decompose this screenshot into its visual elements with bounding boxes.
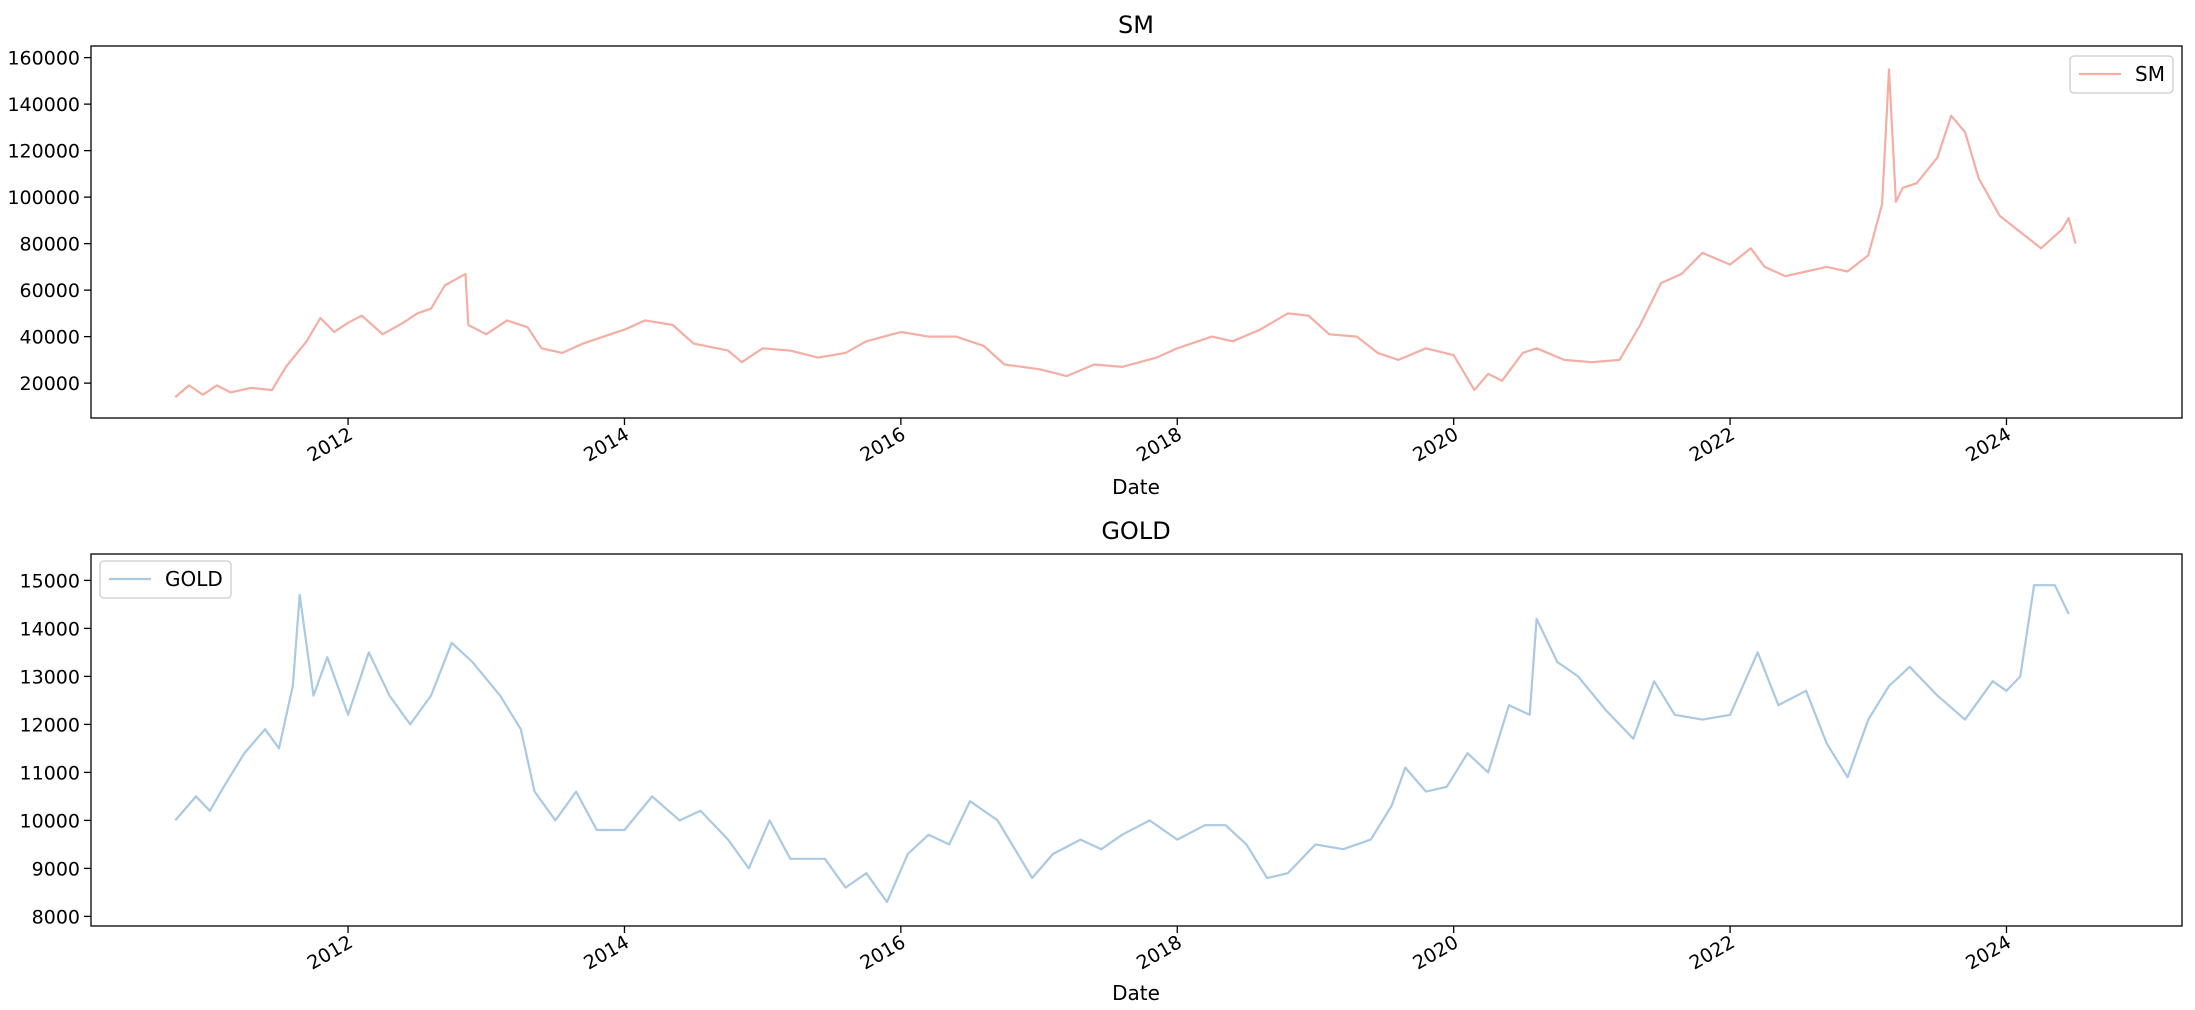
gold-x-tick-label: 2022 xyxy=(1686,931,1739,974)
sm-x-tick-label: 2024 xyxy=(1962,423,2015,466)
gold-x-tick-label: 2016 xyxy=(856,931,909,974)
sm-y-tick-label: 80000 xyxy=(20,234,80,256)
sm-y-tick-label: 160000 xyxy=(7,48,80,70)
sm-y-tick-label: 60000 xyxy=(20,280,80,302)
gold-legend: GOLD xyxy=(99,560,232,599)
gold-subplot: GOLD 8000 9000 10000 11000 12000 13000 14000 15… xyxy=(20,517,2183,1005)
gold-legend-box xyxy=(99,560,232,599)
sm-legend-label: SM xyxy=(2135,62,2165,86)
sm-x-tick-label: 2016 xyxy=(856,423,909,466)
sm-legend-box xyxy=(2069,55,2174,94)
sm-title: SM xyxy=(1118,11,1154,39)
gold-x-tick-label: 2018 xyxy=(1133,931,1186,974)
sm-x-tick-label: 2022 xyxy=(1686,423,1739,466)
sm-y-tick-label: 140000 xyxy=(7,94,80,116)
gold-x-tick-label: 2012 xyxy=(304,931,357,974)
sm-y-tick-label: 20000 xyxy=(20,373,80,395)
sm-y-tick-label: 100000 xyxy=(7,187,80,209)
gold-x-tick-label: 2020 xyxy=(1409,931,1462,974)
gold-plot-area xyxy=(90,553,2183,927)
gold-y-ticks: 8000 9000 10000 11000 12000 13000 14000 15000 xyxy=(20,570,91,928)
gold-x-axis-label: Date xyxy=(1112,981,1160,1005)
sm-y-ticks: 20000 40000 60000 80000 100000 120000 140000 16… xyxy=(7,48,91,395)
gold-y-tick-label: 10000 xyxy=(20,810,80,832)
gold-legend-label: GOLD xyxy=(165,567,223,591)
gold-y-tick-label: 13000 xyxy=(20,666,80,688)
sm-y-tick-label: 40000 xyxy=(20,327,80,349)
gold-y-tick-label: 15000 xyxy=(20,570,80,592)
gold-y-tick-label: 11000 xyxy=(20,762,80,784)
sm-x-tick-label: 2012 xyxy=(304,423,357,466)
sm-x-tick-label: 2018 xyxy=(1133,423,1186,466)
sm-x-axis-label: Date xyxy=(1112,475,1160,499)
gold-x-tick-label: 2014 xyxy=(580,931,633,974)
gold-y-tick-label: 14000 xyxy=(20,618,80,640)
gold-series-line xyxy=(174,584,2070,904)
gold-y-tick-label: 8000 xyxy=(32,906,80,928)
sm-x-tick-label: 2020 xyxy=(1409,423,1462,466)
sm-y-tick-label: 120000 xyxy=(7,141,80,163)
gold-x-ticks: 2012 2014 2016 2018 2020 2022 2024 xyxy=(304,926,2015,975)
gold-title: GOLD xyxy=(1101,517,1170,545)
gold-x-tick-label: 2024 xyxy=(1962,931,2015,974)
sm-subplot: SM 20000 40000 60000 80000 100000 120000 14000… xyxy=(7,11,2183,499)
sm-x-tick-label: 2014 xyxy=(580,423,633,466)
gold-y-tick-label: 9000 xyxy=(32,858,80,880)
sm-plot-area xyxy=(90,45,2183,419)
sm-legend: SM xyxy=(2069,55,2174,94)
sm-x-ticks: 2012 2014 2016 2018 2020 2022 2024 xyxy=(304,418,2015,467)
sm-series-line xyxy=(174,68,2077,398)
gold-y-tick-label: 12000 xyxy=(20,714,80,736)
